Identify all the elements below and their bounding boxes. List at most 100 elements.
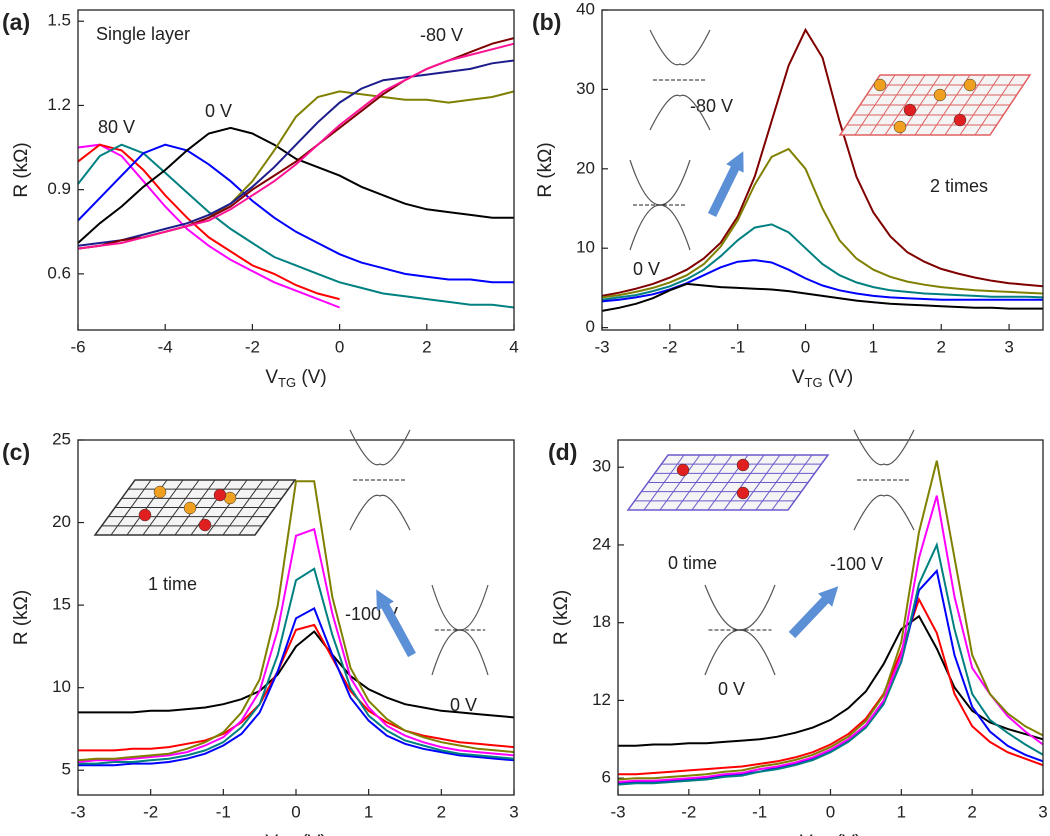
adatom <box>736 486 750 500</box>
band-diagram <box>349 429 411 531</box>
x-tick-label: 3 <box>1038 802 1047 821</box>
arrow-head <box>726 151 744 173</box>
y-axis-label: R (kΩ) <box>535 142 556 197</box>
x-tick-label: -4 <box>158 337 173 356</box>
data-line <box>77 143 515 309</box>
y-tick-label: 10 <box>576 238 595 257</box>
y-tick-label: 10 <box>52 677 71 696</box>
band-curve <box>853 429 915 466</box>
x-tick-label: -6 <box>70 337 85 356</box>
band-curve <box>349 429 411 466</box>
data-line <box>77 42 515 250</box>
adatom <box>198 518 212 532</box>
band-diagram <box>704 584 776 676</box>
data-line <box>78 623 515 752</box>
band-curve <box>649 29 711 66</box>
data-line <box>78 567 515 765</box>
x-axis-label: VTG (V) <box>792 367 853 390</box>
band-curve <box>649 94 711 131</box>
band-curve <box>431 584 489 631</box>
y-axis-label: R (kΩ) <box>11 590 32 645</box>
y-tick-label: 30 <box>592 457 611 476</box>
panel-label: (d) <box>548 439 577 465</box>
adatom <box>213 488 227 502</box>
y-tick-label: 30 <box>576 79 595 98</box>
adatom <box>903 103 917 117</box>
arrow-shaft <box>707 160 743 217</box>
adatom <box>153 485 167 499</box>
x-tick-label: -3 <box>594 337 609 356</box>
y-tick-label: 0.9 <box>47 179 71 198</box>
x-tick-label: 3 <box>509 802 518 821</box>
band-curve <box>629 204 691 251</box>
x-tick-label: -2 <box>143 802 158 821</box>
data-line <box>617 495 1044 783</box>
x-tick-label: -3 <box>610 802 625 821</box>
y-tick-label: 6 <box>602 768 611 787</box>
data-line <box>77 126 514 244</box>
arrow-shaft <box>788 591 834 639</box>
annotation: -80 V <box>420 25 463 45</box>
adatom <box>736 458 750 472</box>
annotation: -100 V <box>830 554 883 574</box>
x-tick-label: -1 <box>730 337 745 356</box>
data-line <box>617 460 1044 781</box>
y-tick-label: 5 <box>62 760 71 779</box>
data-line <box>601 223 1044 301</box>
panel-label: (b) <box>532 9 561 35</box>
x-label-sub: TG <box>278 375 296 390</box>
annotation: 0 time <box>668 553 717 573</box>
y-tick-label: 1.5 <box>47 11 71 30</box>
data-line <box>617 541 1044 786</box>
adatom <box>963 78 977 92</box>
x-tick-label: 0 <box>291 802 300 821</box>
y-tick-label: 40 <box>576 0 595 18</box>
x-tick-label: 4 <box>509 337 518 356</box>
panel-label: (a) <box>2 9 30 35</box>
y-tick-label: 20 <box>576 158 595 177</box>
x-tick-label: -3 <box>70 802 85 821</box>
x-label-main: V <box>265 832 278 836</box>
adatom <box>893 120 907 134</box>
data-line <box>77 143 340 301</box>
lattice-inset <box>93 479 297 536</box>
data-line <box>601 147 1044 299</box>
x-label-unit: (V) <box>296 832 327 836</box>
band-curve <box>349 494 411 531</box>
arrow-head <box>376 589 394 611</box>
data-line <box>601 282 1043 312</box>
arrow-shaft <box>378 597 416 658</box>
data-line <box>77 143 340 309</box>
data-line <box>77 480 515 762</box>
adatom <box>676 463 690 477</box>
plot-frame <box>601 9 1044 331</box>
x-label-main: V <box>792 367 805 388</box>
band-diagram <box>431 584 489 676</box>
band-diagram <box>853 429 915 531</box>
x-label-main: V <box>265 367 278 388</box>
x-tick-label: 1 <box>897 802 906 821</box>
annotation: 80 V <box>98 117 135 137</box>
x-tick-label: 2 <box>437 802 446 821</box>
x-tick-label: 0 <box>801 337 810 356</box>
x-tick-label: 2 <box>936 337 945 356</box>
y-tick-label: 1.2 <box>47 95 71 114</box>
x-label-sub: TG <box>805 375 823 390</box>
annotation: 0 V <box>205 101 232 121</box>
band-curve <box>704 629 776 676</box>
adatom <box>953 113 967 127</box>
y-tick-label: 20 <box>52 512 71 531</box>
panel-label: (c) <box>2 439 30 465</box>
data-line <box>601 27 1044 297</box>
y-axis-label: R (kΩ) <box>11 142 32 197</box>
data-line <box>618 596 1044 776</box>
x-tick-label: 2 <box>422 337 431 356</box>
annotation: -80 V <box>690 96 733 116</box>
x-tick-label: -1 <box>752 802 767 821</box>
x-tick-label: 0 <box>335 337 344 356</box>
y-axis-label: R (kΩ) <box>551 590 572 645</box>
x-tick-label: -1 <box>216 802 231 821</box>
x-tick-label: -2 <box>681 802 696 821</box>
data-line <box>77 59 515 247</box>
